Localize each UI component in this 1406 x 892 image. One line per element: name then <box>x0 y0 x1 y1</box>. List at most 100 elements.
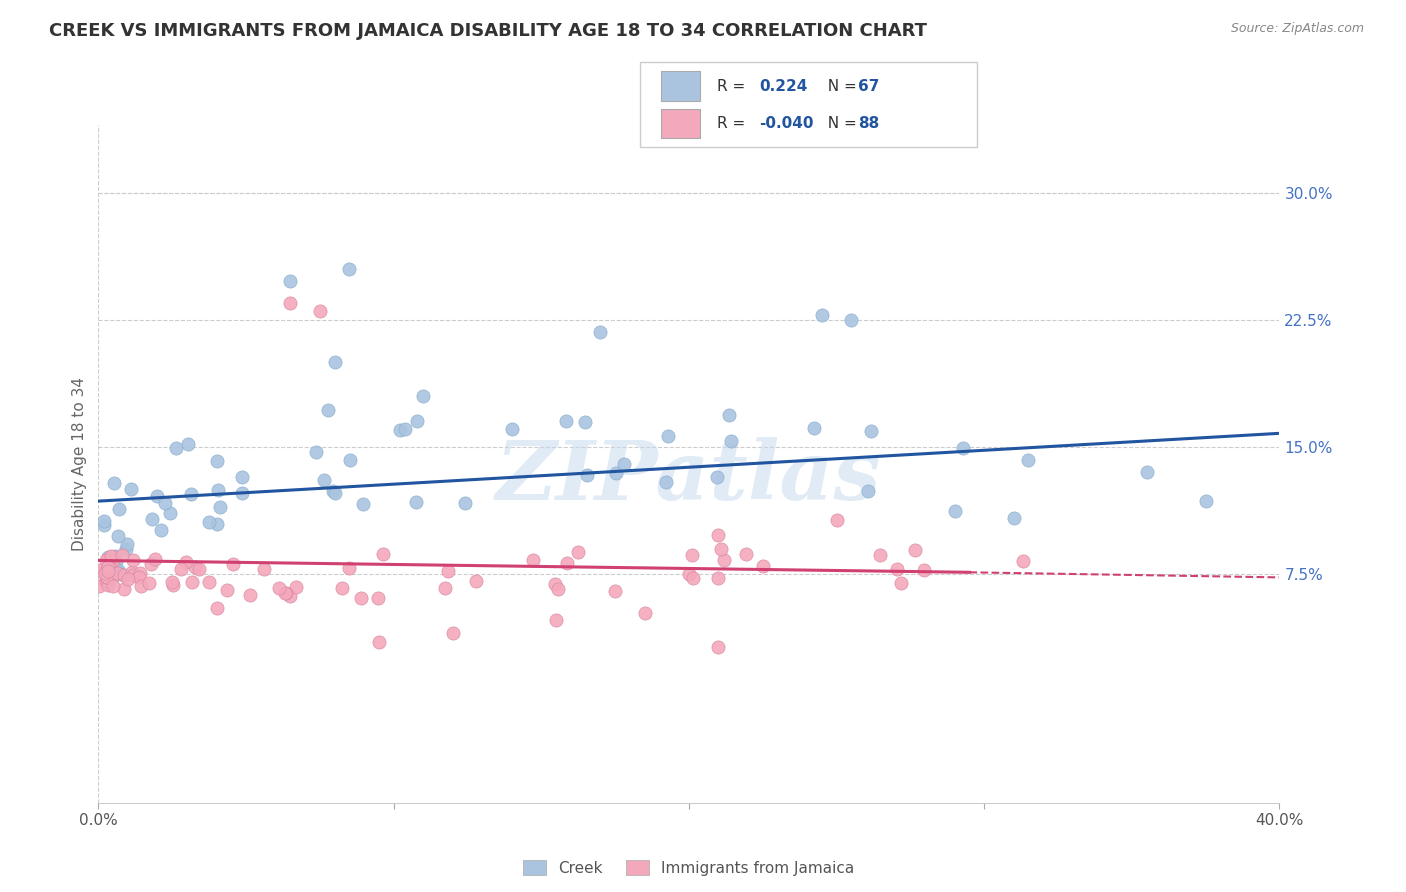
Point <box>330 581 353 595</box>
Point <box>93 566 115 580</box>
Point <box>544 576 567 591</box>
Point <box>170 562 193 576</box>
Point <box>205 601 228 615</box>
Point <box>574 416 596 430</box>
Point <box>803 421 825 435</box>
Point <box>97 552 120 566</box>
Point <box>110 566 132 581</box>
Point <box>104 549 127 564</box>
Point <box>412 389 434 403</box>
Point <box>93 518 115 533</box>
Point <box>633 606 655 620</box>
Point <box>394 421 416 435</box>
Point <box>339 453 361 467</box>
Point <box>159 506 181 520</box>
Text: 0.224: 0.224 <box>759 78 807 94</box>
Point <box>117 572 139 586</box>
Point <box>655 475 678 489</box>
Point <box>682 571 704 585</box>
Point <box>97 549 120 564</box>
Point <box>231 486 253 500</box>
Point <box>107 563 129 577</box>
Point <box>433 581 456 595</box>
Point <box>207 483 229 497</box>
Point <box>107 529 129 543</box>
Point <box>143 551 166 566</box>
Point <box>388 423 411 437</box>
Point <box>94 563 117 577</box>
Point <box>221 557 243 571</box>
Point <box>522 553 544 567</box>
Text: ZIPatlas: ZIPatlas <box>496 437 882 517</box>
Point <box>120 483 142 497</box>
Point <box>810 308 832 322</box>
Point <box>657 429 679 443</box>
Text: R =: R = <box>717 116 751 131</box>
Point <box>174 556 197 570</box>
Point <box>368 635 391 649</box>
Y-axis label: Disability Age 18 to 34: Disability Age 18 to 34 <box>72 376 87 551</box>
Point <box>890 575 912 590</box>
Point <box>101 571 124 585</box>
Point <box>567 545 589 559</box>
Point <box>207 516 229 531</box>
Point <box>274 586 297 600</box>
Text: CREEK VS IMMIGRANTS FROM JAMAICA DISABILITY AGE 18 TO 34 CORRELATION CHART: CREEK VS IMMIGRANTS FROM JAMAICA DISABIL… <box>49 22 927 40</box>
Text: N =: N = <box>818 116 862 131</box>
Point <box>825 513 848 527</box>
Point <box>904 543 927 558</box>
Point <box>501 422 523 436</box>
Point <box>114 568 136 582</box>
Point <box>886 561 908 575</box>
Point <box>115 537 138 551</box>
Point <box>589 325 612 339</box>
Point <box>198 574 221 589</box>
Point <box>112 582 135 597</box>
Point <box>181 575 204 590</box>
Point <box>139 558 162 572</box>
Point <box>322 484 344 499</box>
Point <box>720 434 742 449</box>
Point <box>912 563 935 577</box>
Point <box>603 583 626 598</box>
Point <box>717 409 740 423</box>
Point <box>100 555 122 569</box>
Point <box>1135 466 1157 480</box>
Point <box>305 445 328 459</box>
Point <box>141 512 163 526</box>
Point <box>100 549 122 563</box>
Point <box>441 626 464 640</box>
Point <box>94 574 117 588</box>
Point <box>138 576 160 591</box>
Point <box>101 550 124 565</box>
Point <box>405 414 427 428</box>
Point <box>555 556 578 570</box>
Point <box>215 582 238 597</box>
Point <box>710 542 733 557</box>
Point <box>323 355 346 369</box>
Text: 67: 67 <box>858 78 879 94</box>
Point <box>97 560 120 574</box>
Point <box>93 514 115 528</box>
Point <box>253 562 276 576</box>
Point <box>856 484 879 499</box>
Point <box>547 582 569 597</box>
Point <box>318 403 340 417</box>
Point <box>1017 453 1039 467</box>
Point <box>713 553 735 567</box>
Text: 88: 88 <box>858 116 879 131</box>
Point <box>734 548 756 562</box>
Point <box>187 562 209 576</box>
Text: R =: R = <box>717 78 751 94</box>
Point <box>371 547 394 561</box>
Point <box>94 570 117 584</box>
Point <box>121 565 143 579</box>
Point <box>278 590 301 604</box>
Point <box>180 487 202 501</box>
Point <box>274 585 297 599</box>
Point <box>352 497 374 511</box>
Point <box>706 470 728 484</box>
Point <box>437 564 460 578</box>
Point <box>108 501 131 516</box>
Point <box>115 542 138 557</box>
